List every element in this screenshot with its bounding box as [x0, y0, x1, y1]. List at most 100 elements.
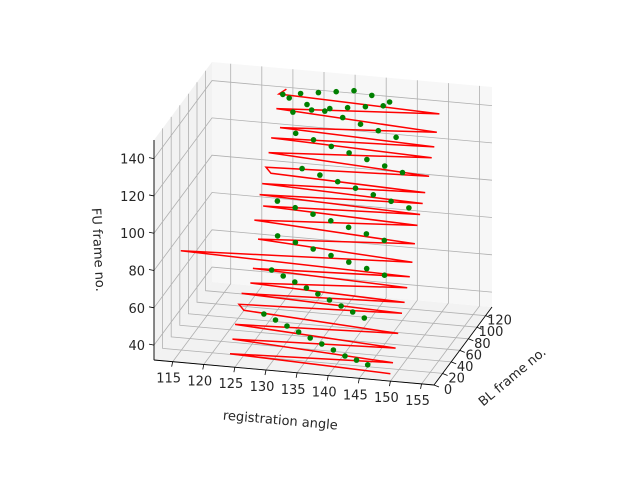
x-tick-mark: [295, 372, 298, 378]
data-point: [310, 211, 316, 217]
x-tick-mark: [326, 375, 329, 381]
data-point: [330, 347, 337, 353]
data-point: [349, 309, 356, 315]
y-gridline: [205, 70, 486, 317]
data-point: [315, 291, 321, 297]
z-tick-mark: [148, 343, 155, 346]
z-tick-mark: [148, 157, 155, 160]
y-tick-label: 60: [466, 348, 483, 363]
z-tick-mark: [148, 269, 155, 271]
z-tick-label: 140: [120, 153, 145, 168]
y-tick-label: 20: [448, 371, 465, 386]
data-point: [381, 163, 388, 169]
y-tick-mark: [442, 373, 448, 376]
x-tick-mark: [357, 378, 360, 384]
data-point: [272, 317, 279, 323]
x-tick-label: 115: [156, 372, 181, 387]
data-point: [280, 91, 286, 98]
data-point: [310, 137, 317, 143]
y-axis-label: BL frame no.: [476, 345, 549, 410]
y-tick-mark: [451, 361, 457, 365]
y-tick-label: 0: [444, 383, 452, 398]
y-gridline: [196, 82, 478, 328]
data-point: [370, 192, 377, 198]
x-axis-label: registration angle: [222, 409, 338, 434]
x-tick-label: 155: [405, 394, 430, 409]
x-gridline: [203, 66, 263, 365]
data-point: [386, 99, 393, 105]
data-point: [357, 121, 364, 127]
axis-panes: [154, 62, 492, 385]
data-point: [333, 88, 340, 95]
data-point: [261, 311, 267, 317]
x-gridline: [234, 69, 294, 368]
x-gridline: [358, 80, 418, 379]
data-point: [338, 303, 344, 309]
series-line: [180, 88, 440, 375]
y-tick-mark: [468, 338, 474, 342]
x-tick-mark: [233, 367, 236, 373]
data-point: [339, 114, 346, 121]
data-point: [346, 259, 352, 265]
x-tick-mark: [171, 361, 174, 367]
z-tick-label: 80: [128, 265, 145, 280]
y-tick-mark: [433, 384, 440, 388]
x-tick-label: 140: [312, 386, 337, 401]
side-pane: [154, 62, 212, 360]
data-point: [345, 224, 352, 231]
axis-ticks: 1551501451401351301251201150204060801001…: [120, 153, 512, 409]
data-point: [308, 107, 315, 113]
x-tick-mark: [202, 364, 205, 370]
x-gridline: [390, 83, 449, 382]
y-tick-mark: [459, 349, 465, 353]
data-point: [399, 169, 406, 176]
data-point: [326, 297, 333, 303]
data-point: [363, 265, 370, 272]
data-point: [322, 108, 328, 114]
data-point: [369, 92, 375, 99]
axis-edges: [153, 140, 493, 386]
data-point: [274, 233, 281, 239]
data-point: [317, 172, 323, 178]
data-point: [295, 329, 302, 335]
data-point: [315, 89, 322, 96]
x-tick-label: 125: [218, 377, 243, 392]
data-point: [304, 101, 310, 108]
data-point: [284, 323, 290, 329]
data-point: [292, 130, 299, 137]
data-point: [381, 272, 388, 279]
data-point: [292, 239, 299, 246]
y-gridline: [162, 128, 443, 374]
x-tick-label: 150: [374, 391, 399, 406]
x-axis-line: [153, 359, 435, 386]
z-tick-label: 100: [120, 227, 145, 242]
data-point: [363, 231, 370, 237]
data-point: [299, 165, 305, 172]
y-tick-mark: [476, 326, 483, 330]
x-tick-label: 135: [281, 383, 306, 398]
data-point: [346, 150, 352, 156]
z-gridline: [153, 117, 493, 197]
y-gridline: [170, 116, 452, 363]
data-point: [274, 198, 281, 204]
data-point: [327, 105, 333, 112]
y-tick-label: 80: [474, 337, 491, 352]
back-pane: [212, 62, 492, 307]
data-point: [286, 95, 293, 101]
z-gridline: [153, 80, 493, 159]
x-gridline: [172, 63, 232, 362]
z-tick-label: 120: [120, 190, 145, 205]
data-point: [351, 87, 357, 94]
floor-pane: [154, 282, 492, 385]
x-tick-label: 120: [187, 374, 212, 389]
data-point: [393, 134, 399, 141]
data-point: [353, 357, 360, 363]
data-point: [303, 285, 310, 291]
data-point: [380, 103, 387, 109]
data-point: [297, 90, 304, 97]
data-point: [406, 205, 412, 211]
data-point: [292, 279, 298, 285]
x-gridline: [421, 85, 481, 385]
y-gridline: [179, 105, 460, 351]
